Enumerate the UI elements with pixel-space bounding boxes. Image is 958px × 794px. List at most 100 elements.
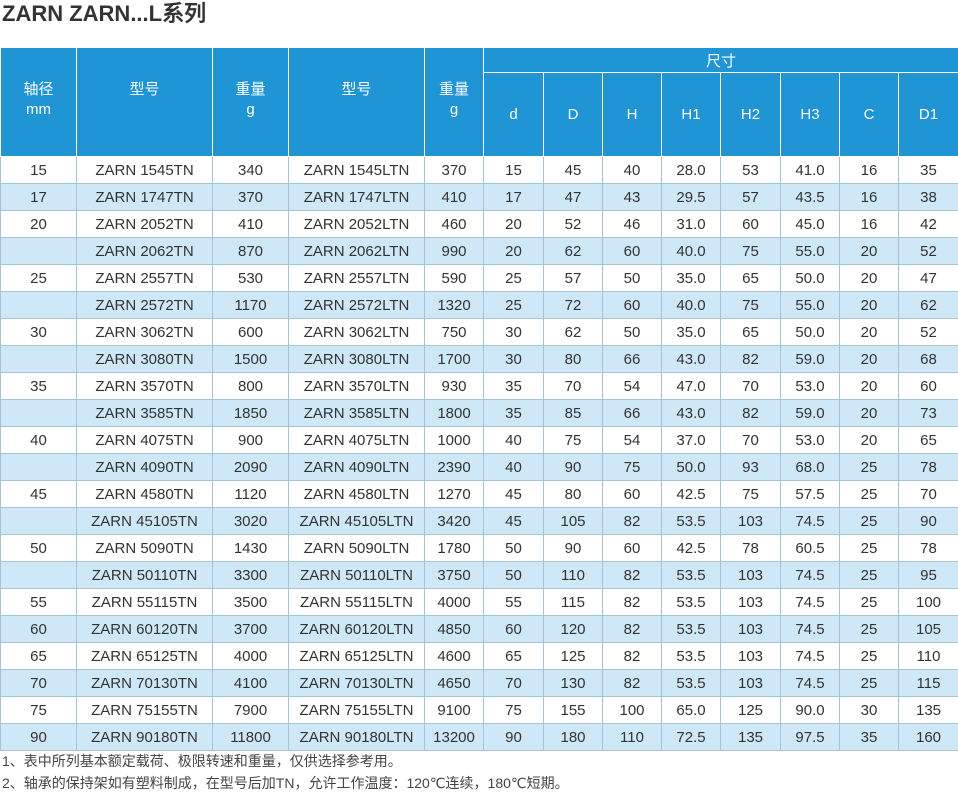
cell: 25 <box>840 454 899 481</box>
cell: ZARN 2557LTN <box>289 265 425 292</box>
cell: 70 <box>721 427 781 454</box>
cell: 82 <box>603 616 662 643</box>
cell: 55 <box>1 589 77 616</box>
cell: 80 <box>544 481 603 508</box>
cell: 35 <box>484 400 544 427</box>
cell: 125 <box>721 697 781 724</box>
cell: 47 <box>544 184 603 211</box>
cell: 50 <box>484 535 544 562</box>
cell: 110 <box>899 643 958 670</box>
cell: 3020 <box>213 508 289 535</box>
cell: 90.0 <box>781 697 840 724</box>
cell: 46 <box>603 211 662 238</box>
cell: 20 <box>840 400 899 427</box>
column-header: H2 <box>721 73 781 157</box>
cell: 43 <box>603 184 662 211</box>
cell: 160 <box>899 724 958 751</box>
cell: 82 <box>603 643 662 670</box>
cell: 60 <box>603 292 662 319</box>
cell: 74.5 <box>781 562 840 589</box>
header-line: 型号 <box>289 80 424 100</box>
cell: 25 <box>840 589 899 616</box>
cell: 600 <box>213 319 289 346</box>
cell: ZARN 1545LTN <box>289 157 425 184</box>
cell: ZARN 55115LTN <box>289 589 425 616</box>
cell: 4850 <box>425 616 484 643</box>
cell: 20 <box>484 211 544 238</box>
cell: 990 <box>425 238 484 265</box>
cell: 11800 <box>213 724 289 751</box>
cell: 25 <box>1 265 77 292</box>
cell: 16 <box>840 211 899 238</box>
cell: 25 <box>840 670 899 697</box>
cell: 50.0 <box>781 319 840 346</box>
cell: 75 <box>544 427 603 454</box>
note: 2、轴承的保持架如有塑料制成，在型号后加TN，允许工作温度：120℃连续，180… <box>2 772 569 794</box>
cell: 60 <box>603 481 662 508</box>
cell: 7900 <box>213 697 289 724</box>
column-header: D1 <box>899 73 958 157</box>
cell: 75 <box>1 697 77 724</box>
cell: 410 <box>425 184 484 211</box>
cell: ZARN 4580LTN <box>289 481 425 508</box>
cell: 1170 <box>213 292 289 319</box>
cell: 52 <box>544 211 603 238</box>
cell: 35.0 <box>662 319 721 346</box>
cell: 30 <box>484 319 544 346</box>
cell: ZARN 3080TN <box>77 346 213 373</box>
cell: 870 <box>213 238 289 265</box>
cell: 28.0 <box>662 157 721 184</box>
cell: ZARN 3585LTN <box>289 400 425 427</box>
cell: ZARN 4090LTN <box>289 454 425 481</box>
cell: 62 <box>544 319 603 346</box>
cell: 82 <box>603 589 662 616</box>
cell: 55.0 <box>781 238 840 265</box>
cell: 180 <box>544 724 603 751</box>
cell: 9100 <box>425 697 484 724</box>
cell: 52 <box>899 319 958 346</box>
cell: 17 <box>484 184 544 211</box>
cell: 4100 <box>213 670 289 697</box>
cell: 40.0 <box>662 292 721 319</box>
column-header: 型号 <box>77 48 213 157</box>
cell: 70 <box>1 670 77 697</box>
column-header: H1 <box>662 73 721 157</box>
column-header: D <box>544 73 603 157</box>
cell: 25 <box>840 508 899 535</box>
cell: ZARN 50110LTN <box>289 562 425 589</box>
cell: 50 <box>484 562 544 589</box>
cell: 65 <box>721 265 781 292</box>
cell: 90 <box>544 535 603 562</box>
cell: 530 <box>213 265 289 292</box>
cell: 35 <box>899 157 958 184</box>
cell: 15 <box>484 157 544 184</box>
cell: 68 <box>899 346 958 373</box>
cell: 17 <box>1 184 77 211</box>
cell: 25 <box>484 265 544 292</box>
cell: ZARN 75155TN <box>77 697 213 724</box>
cell: 59.0 <box>781 346 840 373</box>
cell: 20 <box>840 238 899 265</box>
cell: 40 <box>603 157 662 184</box>
cell <box>1 238 77 265</box>
cell: 57 <box>544 265 603 292</box>
cell: 66 <box>603 346 662 373</box>
cell: 20 <box>840 292 899 319</box>
cell: 115 <box>544 589 603 616</box>
cell: ZARN 4090TN <box>77 454 213 481</box>
cell: 42.5 <box>662 481 721 508</box>
cell: 13200 <box>425 724 484 751</box>
cell: 750 <box>425 319 484 346</box>
cell: 930 <box>425 373 484 400</box>
cell: ZARN 90180TN <box>77 724 213 751</box>
cell: 3750 <box>425 562 484 589</box>
cell: 60 <box>603 535 662 562</box>
cell: 97.5 <box>781 724 840 751</box>
cell: ZARN 90180LTN <box>289 724 425 751</box>
cell: 16 <box>840 184 899 211</box>
cell: 100 <box>899 589 958 616</box>
cell: 1700 <box>425 346 484 373</box>
